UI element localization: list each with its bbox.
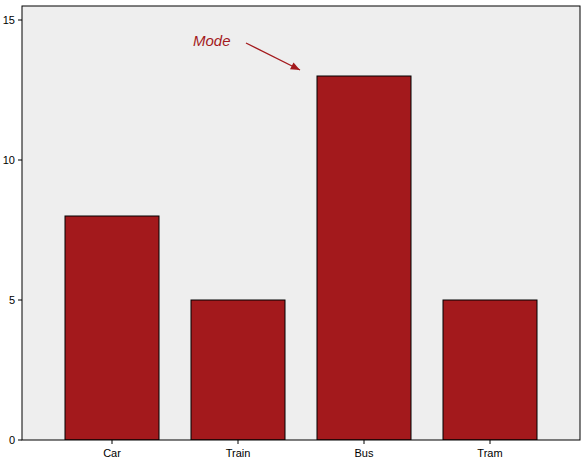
- x-tick-label: Train: [226, 447, 251, 459]
- y-tick-label: 10: [3, 154, 15, 166]
- chart-container: 0 5 10 15 Car Train Bus Tram Mode: [0, 0, 584, 465]
- bar: [443, 300, 537, 440]
- x-tick: [238, 440, 239, 444]
- y-tick: [18, 300, 22, 301]
- y-tick-label: 15: [3, 14, 15, 26]
- bar: [317, 76, 411, 440]
- annotation: Mode: [193, 32, 231, 49]
- y-tick-label: 5: [9, 294, 15, 306]
- x-tick-label: Bus: [355, 447, 374, 459]
- y-tick: [18, 160, 22, 161]
- y-tick: [18, 20, 22, 21]
- bar: [65, 216, 159, 440]
- x-tick-label: Car: [103, 447, 121, 459]
- y-tick-label: 0: [9, 434, 15, 446]
- chart-svg: 0 5 10 15 Car Train Bus Tram Mode: [0, 0, 584, 465]
- x-tick-label: Tram: [477, 447, 502, 459]
- bars: [65, 76, 537, 440]
- plot-frame: [22, 6, 580, 440]
- annotation-arrowhead: [290, 62, 300, 70]
- x-tick: [112, 440, 113, 444]
- plot-background: [22, 6, 580, 440]
- x-tick: [364, 440, 365, 444]
- y-tick: [18, 440, 22, 441]
- x-tick: [490, 440, 491, 444]
- bar: [191, 300, 285, 440]
- annotation-arrow: [246, 43, 300, 70]
